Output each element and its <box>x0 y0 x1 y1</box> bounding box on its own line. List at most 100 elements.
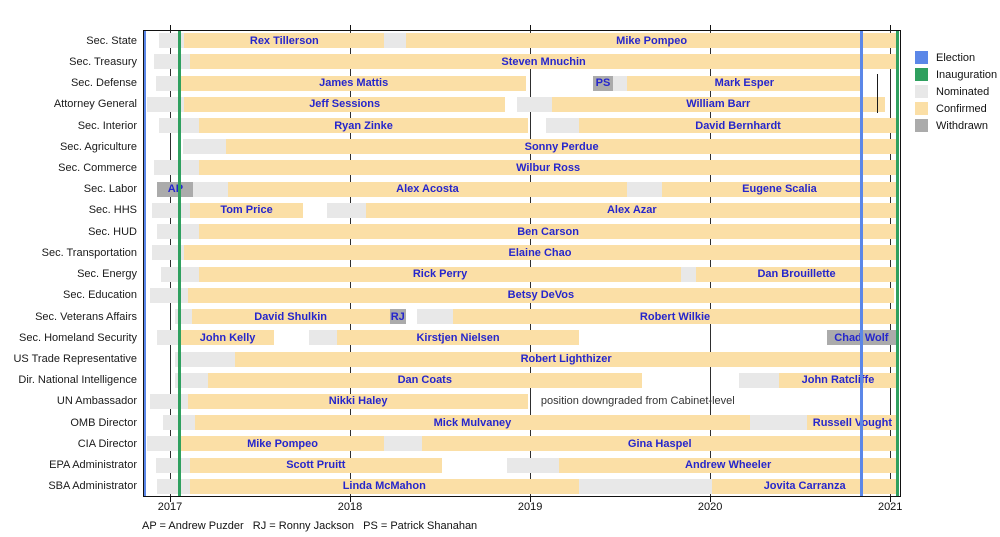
bar-segment-nominated <box>384 33 406 49</box>
bar-segment-confirmed: Rick Perry <box>198 266 682 282</box>
row-label: Sec. Labor <box>83 183 137 196</box>
bar-segment-withdrawn: PS <box>593 75 613 91</box>
bar-segment-nominated <box>308 330 338 346</box>
bar-segment-nominated <box>150 393 188 409</box>
bar-segment-confirmed: Ben Carson <box>198 224 898 240</box>
legend: Election Inauguration Nominated Confirmed Wi… <box>915 49 997 134</box>
bar-segment-nominated <box>749 415 808 431</box>
person-label: Dan Coats <box>397 374 452 387</box>
footnote: AP = Andrew Puzder RJ = Ronny Jackson PS… <box>142 520 478 532</box>
bar-segment-confirmed: Gina Haspel <box>422 436 898 452</box>
bar-segment-confirmed: Mick Mulvaney <box>195 415 750 431</box>
bar-segment-confirmed: Tom Price <box>189 202 304 218</box>
bar-segment-confirmed: Scott Pruitt <box>189 457 442 473</box>
bar-segment-nominated <box>159 33 185 49</box>
year-gridline <box>529 30 531 497</box>
person-label: Mike Pompeo <box>247 437 318 450</box>
person-label: Nikki Haley <box>328 395 388 408</box>
bar-segment-confirmed: William Barr <box>551 96 885 112</box>
person-label: Scott Pruitt <box>286 459 346 472</box>
annotation-text: position downgraded from Cabinet-level <box>540 394 735 407</box>
bar-segment-confirmed: Jovita Carranza <box>711 478 898 494</box>
person-label: Gina Haspel <box>627 437 692 450</box>
person-label: Tom Price <box>220 204 273 217</box>
legend-item: Inauguration <box>915 66 997 83</box>
inauguration-line <box>178 30 182 497</box>
person-label: Alex Acosta <box>396 183 459 196</box>
legend-label: Confirmed <box>936 102 987 115</box>
row-label: Attorney General <box>53 98 137 111</box>
person-label: John Kelly <box>199 331 256 344</box>
bar-segment-nominated <box>155 75 181 91</box>
marker-line <box>877 74 879 113</box>
bar-segment-confirmed: Ryan Zinke <box>198 118 529 134</box>
legend-label: Election <box>936 51 976 64</box>
person-label: Russell Vought <box>812 416 892 429</box>
bar-segment-confirmed: Dan Brouillette <box>695 266 898 282</box>
row-label: Sec. Agriculture <box>59 140 137 153</box>
bar-segment-nominated <box>157 330 181 346</box>
bar-segment-confirmed: Sonny Perdue <box>225 139 898 155</box>
bar-segment-confirmed: Alex Azar <box>366 202 898 218</box>
row-label: OMB Director <box>70 416 137 429</box>
person-label: Wilbur Ross <box>516 161 581 174</box>
year-gridline <box>349 30 351 497</box>
bar-segment-confirmed: Jeff Sessions <box>184 96 505 112</box>
axis-tick-label: 2020 <box>697 501 723 513</box>
bar-segment-confirmed: Mike Pompeo <box>180 436 385 452</box>
bar-segment-confirmed: Linda McMahon <box>189 478 579 494</box>
row-label: UN Ambassador <box>56 395 137 408</box>
bar-segment-nominated <box>517 96 552 112</box>
bar-segment-confirmed: Kirstjen Nielsen <box>337 330 579 346</box>
row-label: Sec. Transportation <box>41 246 137 259</box>
bar-segment-confirmed: David Shulkin <box>191 309 390 325</box>
legend-label: Nominated <box>936 85 990 98</box>
bar-segment-confirmed: Wilbur Ross <box>198 160 898 176</box>
bar-segment-confirmed: Russell Vought <box>807 415 898 431</box>
axis-tick-bottom <box>709 497 711 502</box>
person-label: PS <box>595 77 611 90</box>
person-label: David Shulkin <box>254 310 327 323</box>
axis-tick-bottom <box>889 497 891 502</box>
row-label: Sec. HUD <box>88 225 137 238</box>
legend-swatch-withdrawn <box>915 119 928 132</box>
person-label: Kirstjen Nielsen <box>416 331 500 344</box>
row-label: Sec. HHS <box>88 204 137 217</box>
row-label: Sec. Veterans Affairs <box>35 310 137 323</box>
row-label: Sec. Energy <box>77 268 137 281</box>
bar-segment-confirmed: Andrew Wheeler <box>558 457 898 473</box>
bar-segment-nominated <box>546 118 579 134</box>
bar-segment-nominated <box>146 96 185 112</box>
year-gridline <box>709 30 711 497</box>
legend-item: Confirmed <box>915 100 997 117</box>
axis-tick-label: 2021 <box>877 501 903 513</box>
person-label: Linda McMahon <box>342 480 426 493</box>
bar-segment-confirmed: Mike Pompeo <box>405 33 898 49</box>
bar-segment-confirmed: David Bernhardt <box>578 118 898 134</box>
bar-segment-confirmed: John Kelly <box>180 330 275 346</box>
bar-segment-nominated <box>150 287 188 303</box>
bar-segment-nominated <box>175 351 235 367</box>
bar-segment-confirmed: Nikki Haley <box>188 393 529 409</box>
axis-tick-label: 2018 <box>337 501 363 513</box>
person-label: Betsy DeVos <box>507 289 575 302</box>
axis-tick-bottom <box>529 497 531 502</box>
bar-segment-nominated <box>627 181 662 197</box>
bar-segment-nominated <box>384 436 423 452</box>
person-label: William Barr <box>686 98 751 111</box>
legend-label: Withdrawn <box>936 119 988 132</box>
bar-segment-nominated <box>193 181 228 197</box>
person-label: Andrew Wheeler <box>685 459 772 472</box>
row-label: Sec. Defense <box>70 77 137 90</box>
bar-segment-confirmed: Rex Tillerson <box>184 33 385 49</box>
person-label: Jeff Sessions <box>309 98 381 111</box>
bar-segment-nominated <box>175 372 208 388</box>
row-label: Sec. Commerce <box>58 161 137 174</box>
row-label: Sec. Treasury <box>69 55 137 68</box>
bar-segment-confirmed: Dan Coats <box>207 372 642 388</box>
axis-tick-top <box>529 25 531 30</box>
row-label: Sec. State <box>86 34 137 47</box>
person-label: John Ratcliffe <box>801 374 875 387</box>
person-label: Mark Esper <box>714 77 774 90</box>
